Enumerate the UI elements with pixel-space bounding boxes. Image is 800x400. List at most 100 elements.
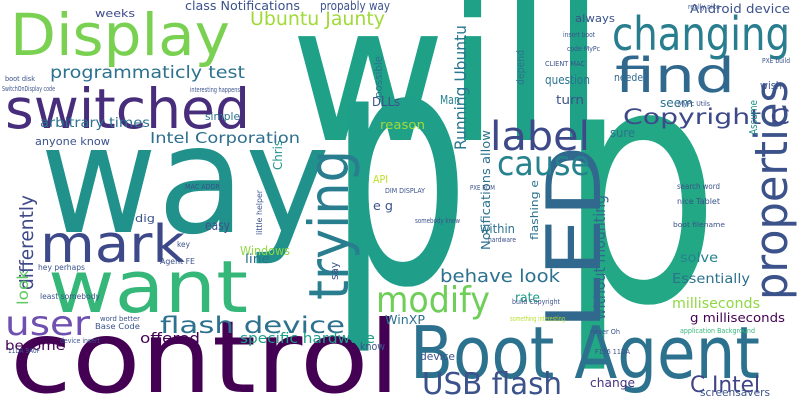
word: Intel Corporation (150, 129, 300, 147)
word: Ubuntu Jaunty (250, 8, 385, 30)
word: Windows (240, 244, 290, 258)
word: DIM DISPLAY (385, 187, 426, 195)
word: Display (10, 1, 230, 69)
word: Agent FE (160, 257, 195, 266)
word: application Background (680, 327, 755, 335)
word: 11DA 9A0F (8, 347, 40, 355)
word: rate (515, 291, 540, 306)
word: p (328, 0, 470, 360)
word: Man (440, 93, 460, 107)
word: behave look (440, 266, 561, 287)
word: properties (745, 80, 798, 300)
word: easy (205, 219, 230, 234)
word: never Oh (590, 328, 620, 336)
word: way (40, 94, 330, 268)
word: dig (135, 212, 155, 225)
word: find (615, 48, 735, 104)
word: PXE ROM (470, 184, 495, 192)
word: changing (612, 7, 790, 61)
word: code MyPc (567, 45, 600, 53)
word: flash device (160, 313, 345, 339)
word: Copyright C (623, 105, 790, 129)
word: change (590, 376, 635, 390)
word: programmaticly test (50, 63, 245, 83)
word: needed (614, 71, 649, 84)
word: boot filename (673, 221, 725, 229)
word: reason (380, 118, 425, 132)
word: nice Tablet (677, 197, 720, 206)
word: Notifications allow (479, 130, 493, 250)
word: somebody know (415, 217, 460, 225)
word: specific hardware (240, 331, 375, 347)
word: word better (100, 315, 140, 323)
word: boot disk (5, 75, 36, 83)
word: Essentially (672, 272, 750, 287)
word: simple (205, 110, 240, 123)
word: WinXP (385, 313, 425, 327)
word: MAC ADDR (185, 183, 220, 191)
word: p (558, 0, 720, 378)
word: offered (140, 331, 200, 347)
word: without mounting (590, 195, 609, 320)
word: question (545, 73, 590, 87)
word: seem (660, 96, 693, 110)
word: turn (556, 93, 584, 107)
word: label (490, 114, 590, 160)
word: milliseconds (672, 296, 760, 312)
word: weeks (95, 7, 135, 20)
word: API (373, 173, 388, 186)
word: Boot Agent (410, 311, 760, 395)
word: want (48, 245, 248, 329)
word: F156 11DA (595, 348, 630, 356)
word: possible (372, 56, 385, 98)
word: will (290, 0, 605, 185)
word: search word (677, 182, 720, 191)
word: device (420, 350, 455, 363)
word: e g (373, 199, 393, 213)
word: something interesting (510, 315, 565, 323)
word: hey perhaps (38, 263, 85, 272)
word: USB flash (422, 367, 562, 400)
word: Assume (747, 100, 760, 135)
word: cause (497, 144, 590, 184)
word: hardware (488, 236, 516, 244)
word: solve (680, 251, 718, 266)
word: arbitrary times (40, 116, 150, 131)
word: within (480, 222, 515, 236)
word: Android device (690, 2, 790, 16)
word: look (14, 270, 32, 305)
word: device insert (60, 337, 100, 345)
word: user (5, 304, 90, 344)
word: DLLs (372, 95, 400, 109)
word: Base Code (95, 322, 140, 331)
word: C Intel (690, 373, 760, 398)
word: MyPc Utils (678, 100, 710, 108)
word: differently (16, 195, 38, 290)
word: Chris (271, 140, 285, 170)
word: PXE build (762, 57, 790, 65)
word: build Copyright (512, 298, 560, 306)
word: really nice (688, 3, 720, 11)
word: g milliseconds (690, 311, 785, 325)
word: class Notifications (185, 0, 300, 13)
word: become (5, 339, 65, 354)
word: trying (297, 150, 361, 300)
word: little helper (255, 189, 264, 235)
word: Running Ubuntu (451, 25, 470, 150)
word: sure (610, 126, 635, 140)
word: switched (5, 77, 250, 141)
word: interesting happens (190, 86, 240, 94)
word: always (575, 12, 615, 25)
word: least somebody (40, 292, 100, 301)
word: modify (376, 280, 490, 321)
word: LED (530, 145, 618, 330)
word: anyone know (35, 135, 110, 148)
word: insert boot (563, 31, 595, 39)
word: control (10, 299, 400, 400)
word: line (245, 252, 270, 266)
word: flashing e (528, 180, 541, 240)
word: wish (760, 79, 782, 92)
word: mark (40, 215, 185, 275)
